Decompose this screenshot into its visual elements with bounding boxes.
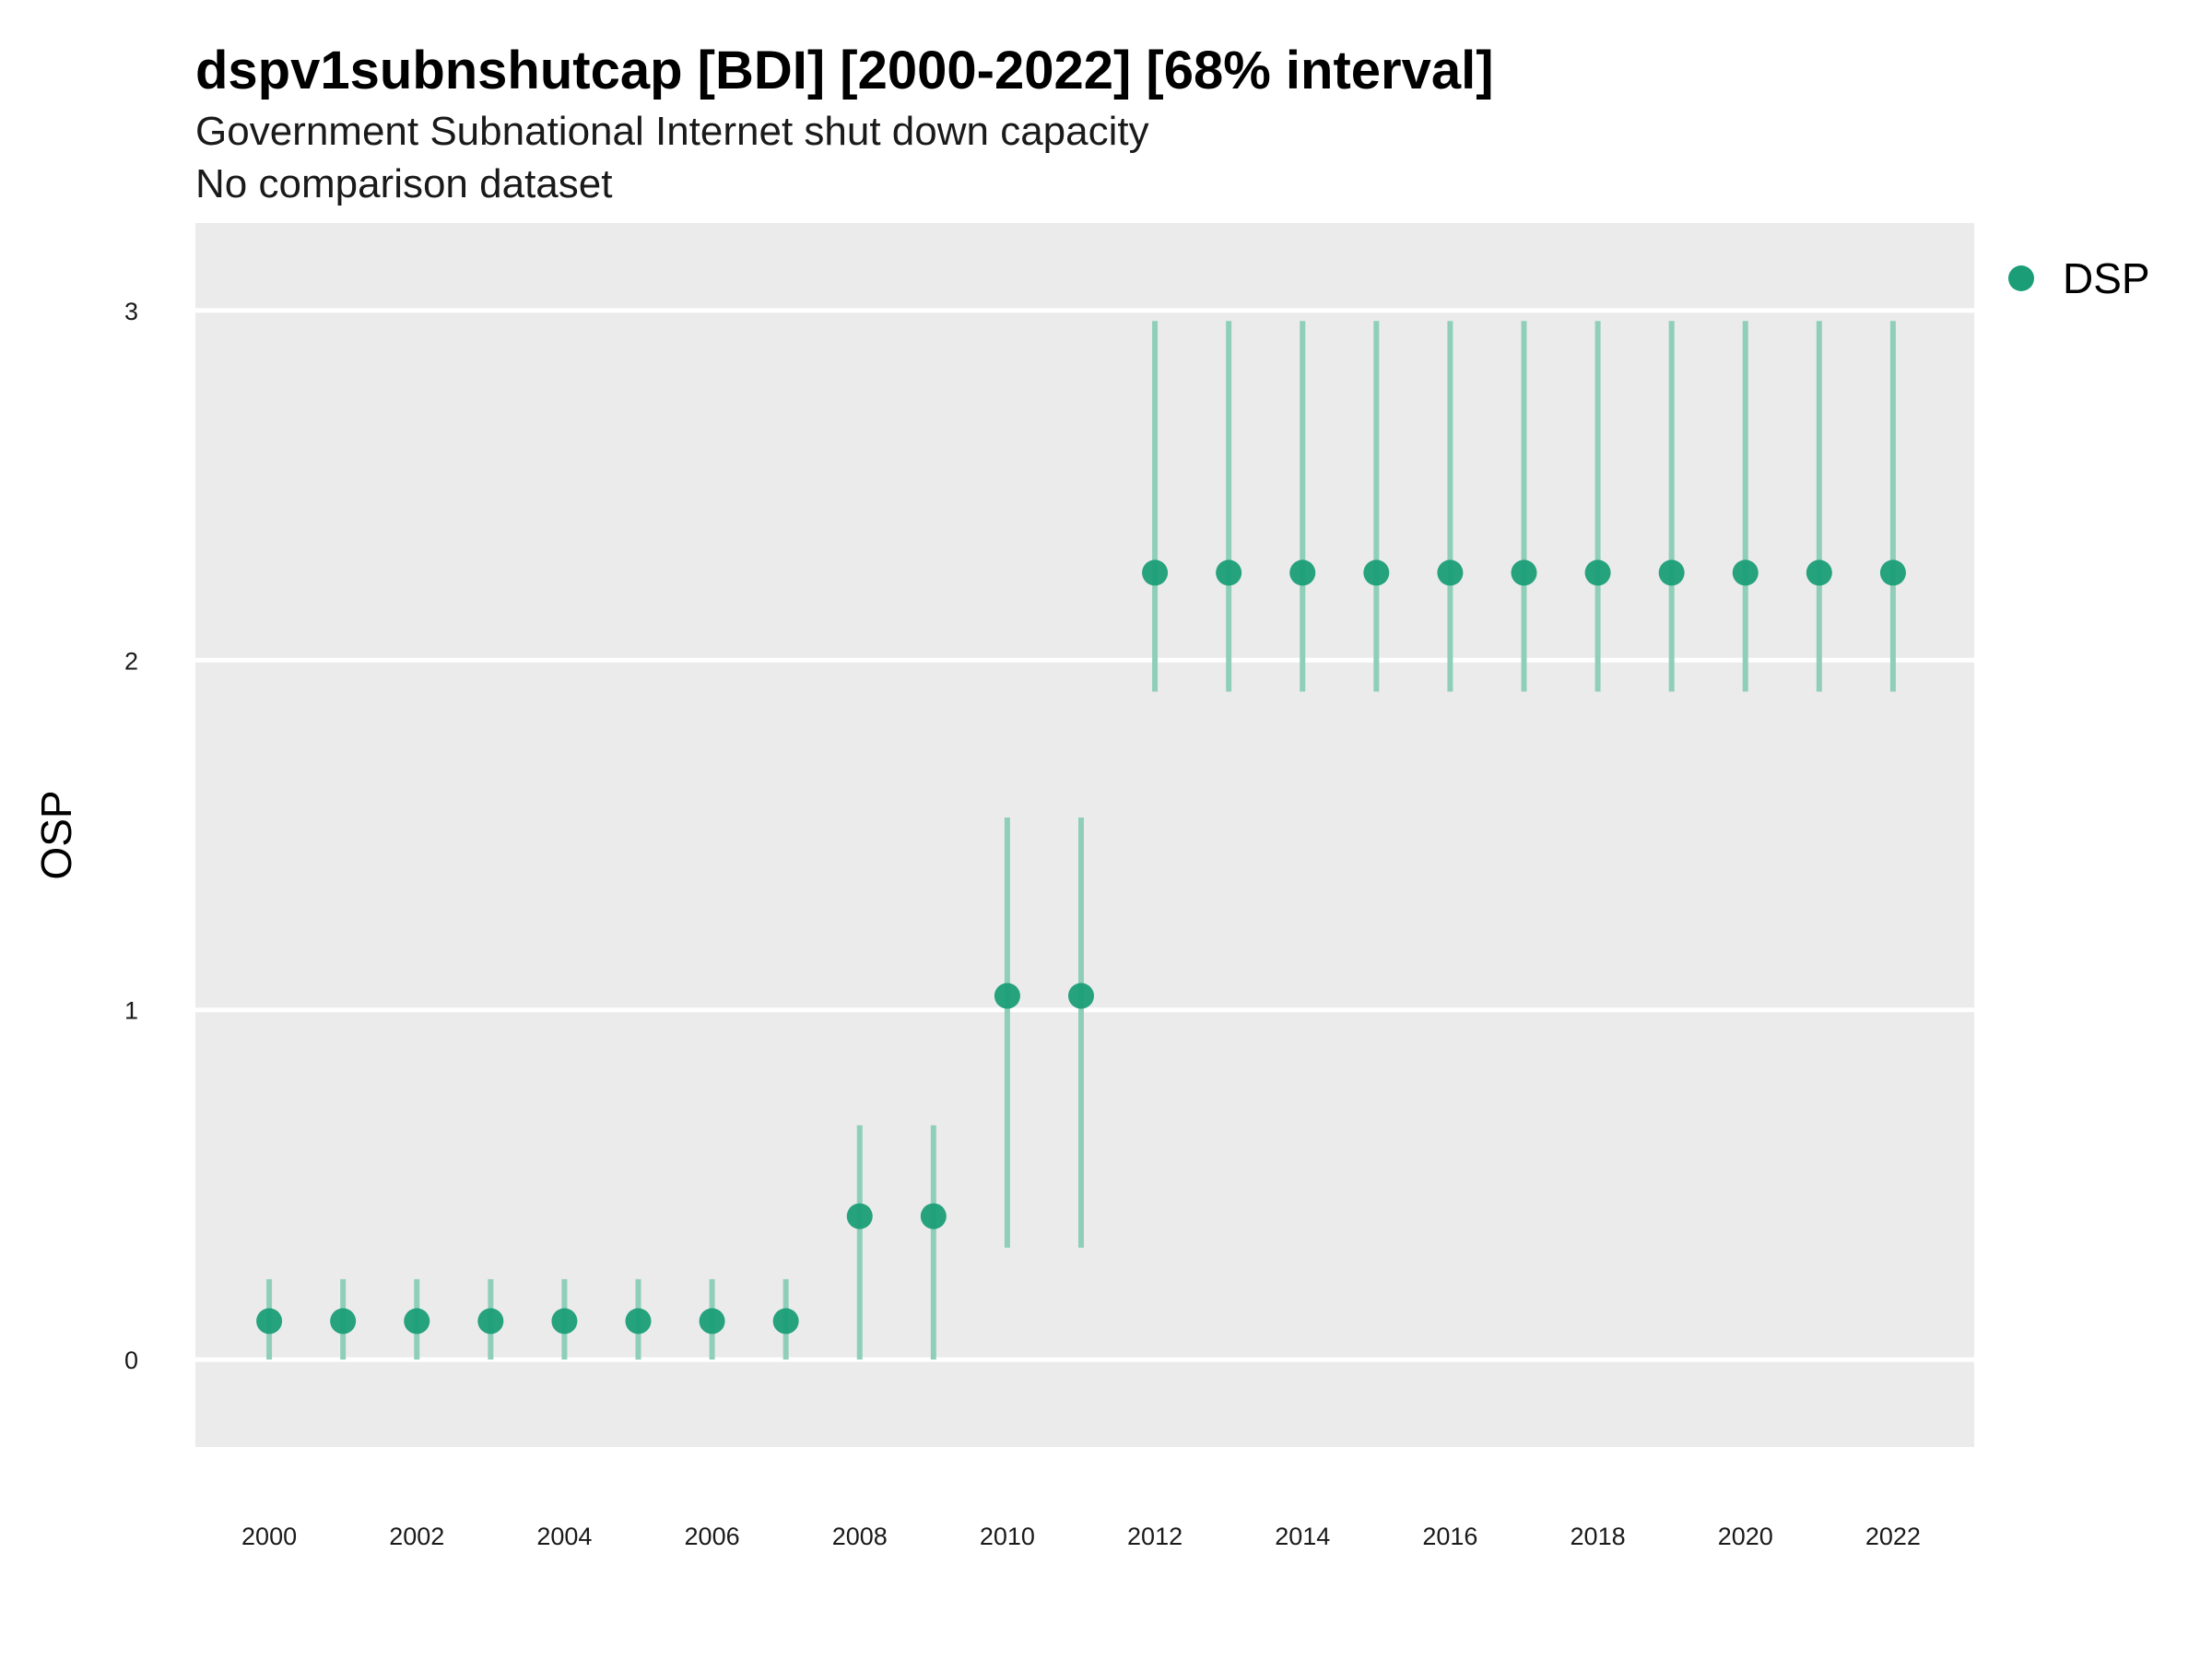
data-point [330,1308,357,1335]
legend: DSP [2008,254,2150,302]
data-point [1732,559,1759,586]
x-tick-label: 2004 [536,1523,592,1550]
data-point [1289,559,1316,586]
data-point [1879,559,1906,586]
data-point [625,1308,652,1335]
x-tick-label: 2000 [241,1523,297,1550]
plot-panel [195,223,1974,1447]
x-tick-label: 2020 [1718,1523,1773,1550]
data-point [994,982,1020,1009]
x-tick-label: 2022 [1865,1523,1921,1550]
y-tick-label: 2 [124,647,138,675]
chart-title: dspv1subnshutcap [BDI] [2000-2022] [68% … [195,41,1494,100]
chart-subtitle-line-1: Government Subnational Internet shut dow… [195,109,1149,154]
chart-subtitle-line-2: No comparison dataset [195,161,612,206]
data-point [1658,559,1685,586]
data-point [477,1308,504,1335]
y-axis-title: OSP [32,790,80,879]
x-tick-label: 2008 [832,1523,888,1550]
y-tick-label: 3 [124,298,138,325]
y-tick-label: 1 [124,997,138,1025]
data-point [1437,559,1464,586]
x-tick-label: 2016 [1422,1523,1477,1550]
data-point [404,1308,430,1335]
data-point [1067,982,1094,1009]
x-tick-label: 2018 [1571,1523,1626,1550]
legend-label-dsp: DSP [2063,254,2150,302]
data-point [551,1308,578,1335]
data-point [1806,559,1832,586]
legend-marker-dsp [2008,265,2034,291]
x-axis-ticks: 2000 2002 2004 2006 2008 2010 2012 2014 2016 2018… [241,1523,1921,1550]
y-axis-ticks: 0 1 2 3 [124,298,138,1374]
data-point [1216,559,1242,586]
interval-bars [266,321,1896,1360]
y-tick-label: 0 [124,1347,138,1374]
data-point [772,1308,799,1335]
x-tick-label: 2012 [1127,1523,1182,1550]
x-tick-label: 2002 [389,1523,444,1550]
data-point [1142,559,1169,586]
data-point [1511,559,1537,586]
data-points [256,559,1906,1335]
data-point [699,1308,725,1335]
x-tick-label: 2014 [1275,1523,1330,1550]
data-point [1363,559,1390,586]
x-tick-label: 2006 [685,1523,740,1550]
grid-lines [195,308,1974,1362]
x-tick-label: 2010 [980,1523,1035,1550]
data-point [1584,559,1611,586]
data-point [256,1308,283,1335]
data-point [920,1203,947,1230]
data-point [846,1203,873,1230]
